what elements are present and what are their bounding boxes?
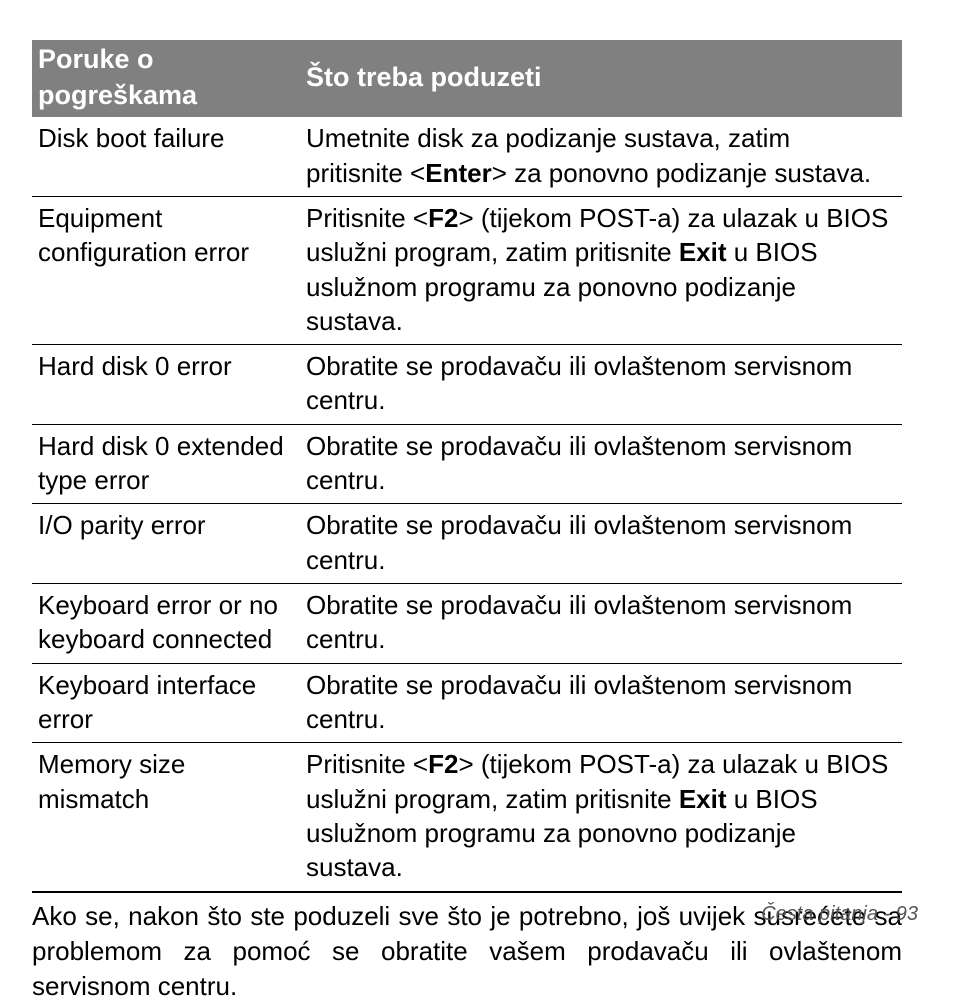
error-message-cell: Keyboard interface error (32, 663, 300, 743)
error-action-cell: Pritisnite <F2> (tijekom POST-a) za ulaz… (300, 743, 902, 892)
error-message-cell: Memory size mismatch (32, 743, 300, 892)
error-message-cell: Keyboard error or no keyboard connected (32, 584, 300, 664)
error-message-cell: Equipment configuration error (32, 196, 300, 344)
error-message-cell: I/O parity error (32, 504, 300, 584)
table-row: Memory size mismatchPritisnite <F2> (tij… (32, 743, 902, 892)
error-message-cell: Hard disk 0 error (32, 345, 300, 425)
error-action-cell: Obratite se prodavaču ili ovlaštenom ser… (300, 663, 902, 743)
error-action-cell: Pritisnite <F2> (tijekom POST-a) za ulaz… (300, 196, 902, 344)
error-action-cell: Obratite se prodavaču ili ovlaštenom ser… (300, 424, 902, 504)
error-action-cell: Umetnite disk za podizanje sustava, zati… (300, 117, 902, 196)
table-row: Hard disk 0 extended type errorObratite … (32, 424, 902, 504)
table-row: Keyboard interface errorObratite se prod… (32, 663, 902, 743)
header-messages: Poruke o pogreškama (32, 40, 300, 117)
table-row: I/O parity errorObratite se prodavaču il… (32, 504, 902, 584)
error-message-cell: Disk boot failure (32, 117, 300, 196)
table-row: Equipment configuration errorPritisnite … (32, 196, 902, 344)
error-table: Poruke o pogreškama Što treba poduzeti D… (32, 40, 902, 893)
table-header-row: Poruke o pogreškama Što treba poduzeti (32, 40, 902, 117)
footer-section: Česta pitanja - (761, 903, 896, 925)
error-action-cell: Obratite se prodavaču ili ovlaštenom ser… (300, 345, 902, 425)
table-row: Keyboard error or no keyboard connectedO… (32, 584, 902, 664)
page-footer: Česta pitanja - 93 (761, 903, 918, 926)
error-action-cell: Obratite se prodavaču ili ovlaštenom ser… (300, 584, 902, 664)
table-row: Disk boot failureUmetnite disk za podiza… (32, 117, 902, 196)
error-action-cell: Obratite se prodavaču ili ovlaštenom ser… (300, 504, 902, 584)
footer-page-number: 93 (896, 903, 918, 925)
table-row: Hard disk 0 errorObratite se prodavaču i… (32, 345, 902, 425)
error-message-cell: Hard disk 0 extended type error (32, 424, 300, 504)
header-action: Što treba poduzeti (300, 40, 902, 117)
